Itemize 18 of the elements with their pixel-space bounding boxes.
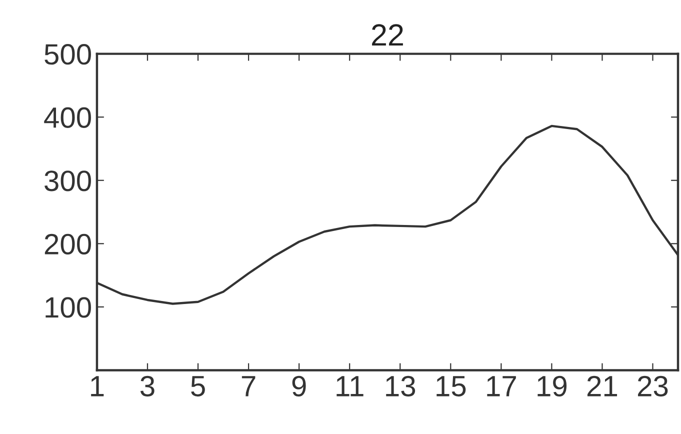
x-tick-label: 13: [386, 376, 416, 396]
x-tick-label: 21: [587, 376, 618, 396]
y-tick-label: 500: [44, 44, 91, 65]
y-tick-label: 300: [44, 170, 91, 192]
x-tick-label: 3: [140, 376, 154, 396]
x-tick-label: 1: [91, 376, 104, 396]
x-tick-label: 7: [242, 376, 256, 396]
x-tick-label: 9: [292, 376, 306, 396]
x-tick-label: 23: [638, 376, 668, 396]
y-tick-label: 400: [44, 107, 91, 128]
x-tick-label: 19: [538, 376, 567, 396]
x-tick-label: 17: [487, 376, 516, 396]
y-tick-label: 100: [46, 297, 91, 318]
x-tick-label: 15: [436, 376, 466, 396]
y-tick-label: 200: [44, 234, 91, 255]
x-tick-label: 5: [191, 376, 205, 396]
chart-title: 22: [372, 24, 403, 46]
x-tick-label: 11: [336, 376, 364, 396]
